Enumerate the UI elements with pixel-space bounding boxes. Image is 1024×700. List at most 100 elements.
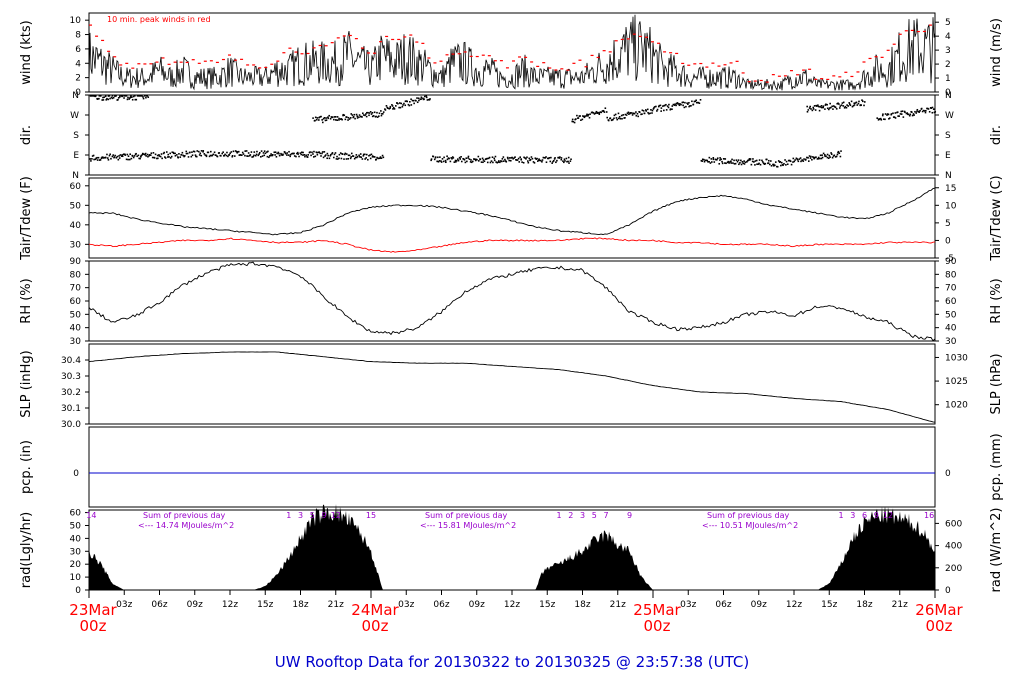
dir-point <box>422 97 424 100</box>
dir-point <box>148 154 151 157</box>
dir-point <box>225 154 228 157</box>
dir-point <box>924 111 927 114</box>
dir-point <box>509 159 512 162</box>
dir-point <box>646 108 649 111</box>
dir-point <box>342 113 345 116</box>
dir-point <box>829 156 831 158</box>
dir-point <box>690 104 692 107</box>
dir-point <box>325 119 328 121</box>
y-tick-label-right: 70 <box>945 284 957 294</box>
peak-wind-mark <box>536 65 540 68</box>
dir-point <box>393 108 396 110</box>
dir-point <box>704 159 707 162</box>
y-tick-label-right: 40 <box>945 324 957 334</box>
dir-point <box>404 100 407 103</box>
dir-point <box>312 117 314 119</box>
y-tick-label: 6 <box>75 45 81 55</box>
peak-wind-mark <box>657 42 661 44</box>
peak-wind-mark <box>240 58 244 60</box>
dir-point <box>475 158 477 161</box>
dir-point <box>373 111 376 114</box>
dir-point <box>719 159 721 161</box>
dir-point <box>855 101 858 104</box>
y-tick-label: N <box>72 91 79 101</box>
dir-point <box>203 153 206 155</box>
rad-hour-mark: 5 <box>592 511 597 520</box>
y-tick-label: 50 <box>70 521 82 531</box>
dir-point <box>187 156 190 158</box>
dir-point <box>466 160 468 163</box>
dir-point <box>740 163 743 166</box>
dir-point <box>402 104 404 106</box>
x-tick-label: 03z <box>398 600 414 610</box>
dir-point <box>619 117 622 120</box>
dir-point <box>837 151 839 154</box>
dir-point <box>131 96 133 98</box>
x-tick-label: 21z <box>328 600 344 610</box>
y-tick-label-right: 600 <box>945 519 962 529</box>
dir-point <box>356 155 359 158</box>
dir-point <box>502 160 505 162</box>
dir-point <box>470 161 473 164</box>
dir-point <box>327 117 330 120</box>
dir-point <box>282 153 284 156</box>
dir-point <box>596 111 599 114</box>
dir-point <box>749 158 752 160</box>
dir-point <box>235 150 238 153</box>
dir-point <box>682 101 684 104</box>
dir-point <box>758 162 760 165</box>
dir-point <box>808 155 811 157</box>
dir-point <box>589 113 591 115</box>
peak-wind-mark <box>403 36 407 38</box>
dir-point <box>733 159 735 162</box>
dir-point <box>366 111 368 114</box>
dir-point <box>106 97 108 100</box>
y-tick-label-right: 80 <box>945 270 957 280</box>
panel-temp: Tair/Tdew (F) Tair/Tdew (C) 30 40 50 60 -5 0 5 10… <box>19 175 1004 264</box>
peak-wind-mark <box>530 61 534 63</box>
dir-point <box>847 105 850 107</box>
dir-point <box>749 159 751 161</box>
dir-point <box>369 157 372 160</box>
dir-point <box>651 109 654 112</box>
dir-point <box>400 102 403 105</box>
dir-point <box>606 116 609 119</box>
dir-point <box>779 161 782 163</box>
dir-point <box>371 115 374 118</box>
dir-point <box>200 154 203 157</box>
dir-point <box>365 115 368 118</box>
y-axis-label: dir. <box>19 125 34 145</box>
dir-point <box>624 117 626 119</box>
dir-point <box>621 117 623 120</box>
y-tick-label-right: 50 <box>945 310 957 320</box>
dir-point <box>177 156 179 159</box>
peak-wind-mark <box>493 60 497 62</box>
dir-point <box>518 161 521 163</box>
dir-point <box>648 112 650 115</box>
dir-point <box>772 163 775 166</box>
peak-wind-mark <box>318 44 322 47</box>
dir-point <box>100 157 103 160</box>
dir-point <box>281 154 284 156</box>
y-tick-label-right: 0 <box>945 88 951 98</box>
dir-point <box>123 153 126 156</box>
radiation-area <box>89 504 935 590</box>
dir-point <box>121 154 123 156</box>
dir-point <box>782 164 784 167</box>
dir-point <box>352 155 355 157</box>
dir-point <box>320 155 322 157</box>
dir-point <box>688 105 690 108</box>
y-axis-label: rad(Lgly/hr) <box>19 512 34 588</box>
dir-point <box>139 157 141 160</box>
dir-point <box>195 155 197 158</box>
dir-point <box>477 155 480 158</box>
dir-point <box>881 114 884 117</box>
dir-point <box>753 161 755 163</box>
dir-point <box>567 160 569 163</box>
dir-point <box>361 116 363 118</box>
dir-point <box>453 161 456 163</box>
y-tick-label: 30.1 <box>61 404 81 414</box>
dir-point <box>289 153 292 156</box>
dir-point <box>117 158 120 161</box>
dir-point <box>102 99 105 101</box>
